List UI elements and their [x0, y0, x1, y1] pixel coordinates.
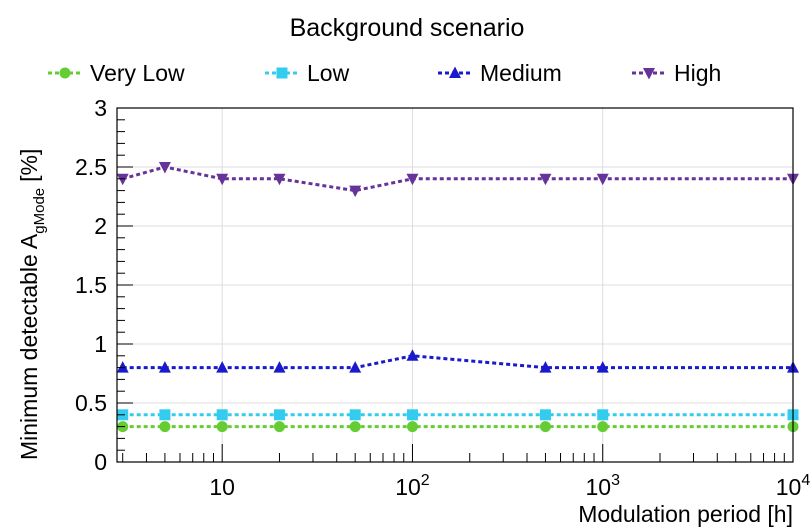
grid	[117, 107, 794, 463]
x-tick-label: 103	[585, 472, 620, 500]
data-point-high	[349, 185, 362, 198]
y-axis-label-main: Minimum detectable A	[16, 233, 42, 460]
data-point-high	[596, 173, 609, 186]
data-point-very-low	[597, 421, 609, 433]
data-point-high	[273, 173, 286, 186]
data-point-medium	[596, 361, 609, 373]
data-point-very-low	[406, 421, 418, 433]
data-point-medium	[116, 361, 129, 373]
y-tick-label: 0.5	[75, 390, 107, 416]
legend-item-very-low: Very Low	[48, 60, 185, 86]
series-line-high	[122, 165, 793, 193]
data-point-very-low	[349, 421, 361, 433]
series-very-low	[117, 421, 799, 433]
y-tick-label: 1.5	[75, 272, 107, 298]
legend-marker-low	[276, 67, 288, 79]
y-tick-label: 2.5	[75, 154, 107, 180]
legend-marker-medium	[449, 66, 461, 78]
x-tick-label: 104	[776, 472, 810, 500]
data-point-medium	[273, 361, 286, 373]
x-axis-label: Modulation period [h]	[578, 501, 793, 527]
data-point-high	[158, 162, 171, 174]
y-axis-label: Minimum detectable AgMode [%]	[16, 149, 48, 460]
data-point-medium	[216, 361, 229, 373]
data-point-high	[216, 173, 229, 186]
data-point-low	[216, 409, 228, 421]
data-point-low	[159, 409, 171, 421]
legend-label-very-low: Very Low	[90, 60, 185, 86]
x-tick-label: 10	[209, 474, 235, 500]
x-tick-label: 102	[395, 472, 430, 500]
data-point-low	[349, 409, 361, 421]
x-tick-label-base: 10	[395, 474, 421, 500]
data-point-medium	[539, 361, 552, 373]
data-point-low	[273, 409, 285, 421]
series-medium	[116, 349, 799, 373]
data-point-low	[406, 409, 418, 421]
x-tick-label-base: 10	[585, 474, 611, 500]
data-point-high	[116, 173, 129, 186]
series-high	[116, 162, 799, 198]
chart-title: Background scenario	[290, 14, 525, 42]
data-point-high	[406, 173, 419, 186]
data-point-low	[597, 409, 609, 421]
y-tick-label: 2	[94, 213, 107, 239]
y-tick-label: 3	[94, 95, 107, 121]
data-point-high	[539, 173, 552, 186]
series-layer	[116, 162, 799, 433]
x-tick-label-exponent: 2	[421, 472, 430, 489]
y-axis-label-unit: [%]	[16, 149, 42, 182]
data-point-very-low	[273, 421, 285, 433]
legend-label-medium: Medium	[480, 60, 562, 86]
x-tick-label-exponent: 3	[611, 472, 620, 489]
x-tick-label-exponent: 4	[801, 472, 810, 489]
data-point-medium	[158, 361, 171, 373]
legend-item-medium: Medium	[438, 60, 562, 86]
data-point-low	[539, 409, 551, 421]
legend: Very Low Low Medium High	[48, 60, 721, 86]
legend-item-high: High	[632, 60, 721, 86]
legend-label-low: Low	[307, 60, 350, 86]
data-point-medium	[406, 349, 419, 361]
legend-marker-high	[643, 68, 655, 80]
data-point-very-low	[216, 421, 228, 433]
data-point-very-low	[539, 421, 551, 433]
legend-label-high: High	[674, 60, 721, 86]
x-tick-label-base: 10	[776, 474, 802, 500]
x-tick-label-base: 10	[209, 474, 235, 500]
data-point-medium	[349, 361, 362, 373]
legend-item-low: Low	[265, 60, 350, 86]
data-point-very-low	[159, 421, 171, 433]
y-tick-label: 1	[94, 331, 107, 357]
y-axis-label-sub: gMode	[31, 188, 48, 234]
legend-marker-very-low	[59, 67, 71, 79]
series-low	[117, 409, 799, 421]
y-tick-label: 0	[94, 449, 107, 475]
